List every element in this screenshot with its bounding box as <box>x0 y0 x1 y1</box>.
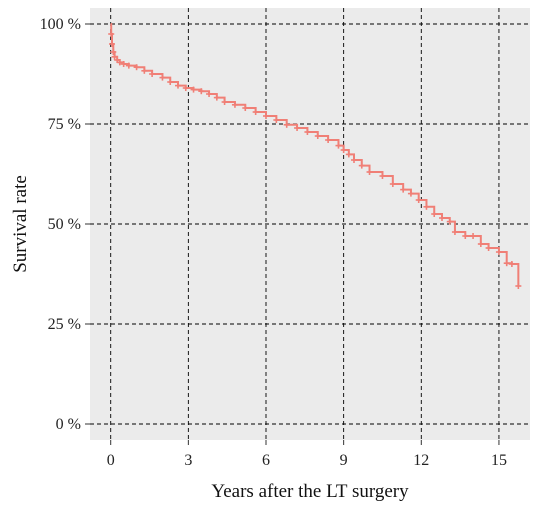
censor-mark <box>116 59 123 66</box>
y-tick-label: 25 % <box>48 316 81 333</box>
censor-mark <box>120 61 127 67</box>
censor-mark <box>283 121 290 128</box>
censor-mark <box>415 197 422 203</box>
censor-mark <box>446 218 453 225</box>
censor-mark <box>439 215 445 221</box>
censor-mark <box>206 91 213 97</box>
censor-mark <box>273 117 280 123</box>
censor-mark <box>242 105 249 111</box>
censor-mark <box>141 67 148 74</box>
censor-mark <box>159 74 166 81</box>
censor-mark <box>231 101 238 108</box>
censor-mark <box>294 125 301 131</box>
censor-marks <box>108 31 522 289</box>
censor-mark <box>470 233 477 239</box>
censor-mark <box>423 203 430 210</box>
censor-mark <box>182 85 189 91</box>
x-tick-label: 0 <box>107 452 115 469</box>
censor-mark <box>110 49 117 55</box>
censor-mark <box>213 94 220 101</box>
censor-mark <box>407 190 414 197</box>
censor-mark <box>190 86 197 93</box>
censor-mark <box>431 211 438 217</box>
x-tick-label: 3 <box>184 452 192 469</box>
censor-mark <box>400 186 407 193</box>
y-tick-label: 0 % <box>56 416 81 433</box>
censor-mark <box>495 249 502 255</box>
censor-mark <box>263 113 269 119</box>
y-axis-title: Survival rate <box>10 175 31 273</box>
censor-mark <box>462 233 469 239</box>
censor-mark <box>125 62 132 69</box>
censor-mark <box>221 99 228 105</box>
censor-mark <box>109 41 115 47</box>
censor-mark <box>366 169 373 175</box>
censor-mark <box>304 129 311 135</box>
x-tick-label: 6 <box>262 452 270 469</box>
censor-mark <box>379 173 386 179</box>
x-axis-title: Years after the LT surgery <box>211 481 409 502</box>
censor-mark <box>451 229 458 235</box>
censor-mark <box>133 64 140 71</box>
censor-mark <box>335 142 342 149</box>
axis-ticks: 0 % 25 % 50 % 75 % 100 % 0 3 6 9 12 15 <box>40 16 507 469</box>
censor-mark <box>503 260 510 267</box>
censor-mark <box>508 261 515 267</box>
censor-mark <box>477 241 484 247</box>
y-tick-label: 50 % <box>48 216 81 233</box>
censor-mark <box>485 245 492 251</box>
censor-mark <box>389 181 396 187</box>
censor-mark <box>252 109 259 115</box>
censor-mark <box>111 53 118 60</box>
censor-mark <box>325 137 332 143</box>
censor-mark <box>314 133 321 139</box>
y-tick-label: 100 % <box>40 16 81 33</box>
censor-mark <box>345 151 352 158</box>
grid-lines <box>90 8 530 440</box>
censor-mark <box>515 283 522 289</box>
x-tick-label: 12 <box>413 452 429 469</box>
censor-mark <box>198 88 205 95</box>
censor-mark <box>351 157 357 163</box>
censor-mark <box>108 31 115 37</box>
y-tick-label: 75 % <box>48 116 81 133</box>
censor-mark <box>175 82 181 89</box>
censor-mark <box>340 147 347 153</box>
censor-mark <box>167 79 174 85</box>
x-tick-label: 9 <box>340 452 348 469</box>
x-tick-label: 15 <box>491 452 507 469</box>
censor-mark <box>149 71 156 77</box>
censor-mark <box>358 162 365 169</box>
